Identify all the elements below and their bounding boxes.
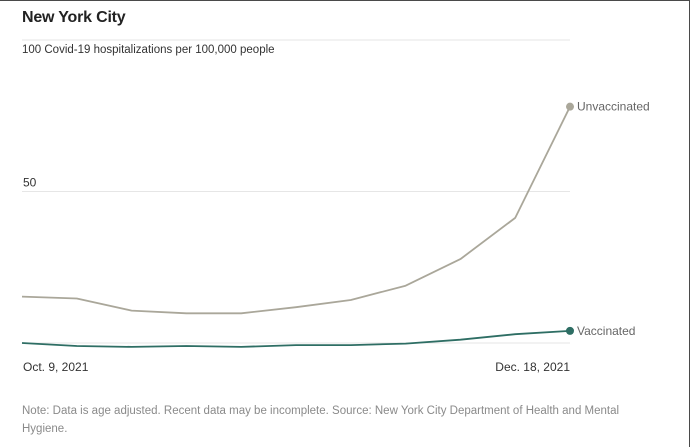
- y-tick-labels: 50: [23, 176, 37, 190]
- y-axis-label: 100 Covid-19 hospitalizations per 100,00…: [22, 44, 275, 56]
- series-line-vaccinated: [21, 330, 571, 348]
- x-tick-label-1: Dec. 18, 2021: [495, 360, 570, 374]
- series-label-unvaccinated: Unvaccinated: [577, 100, 650, 114]
- y-tick-label-50: 50: [23, 176, 37, 190]
- gridlines: [22, 39, 570, 344]
- chart-svg: 50 Unvaccinated Vaccinated Oct. 9, 2021 De…: [21, 39, 650, 374]
- series-lines: Unvaccinated Vaccinated: [21, 100, 650, 348]
- series-label-vaccinated: Vaccinated: [577, 324, 635, 338]
- series-endpoint-unvaccinated: [566, 102, 574, 111]
- series-line-unvaccinated: [21, 106, 571, 315]
- x-tick-labels: Oct. 9, 2021 Dec. 18, 2021: [23, 360, 570, 374]
- frame-border-top: [0, 0, 690, 1]
- x-tick-label-0: Oct. 9, 2021: [23, 360, 89, 374]
- source-note: Note: Data is age adjusted. Recent data …: [22, 405, 620, 435]
- chart-title: New York City: [22, 9, 126, 26]
- series-endpoint-vaccinated: [566, 326, 574, 335]
